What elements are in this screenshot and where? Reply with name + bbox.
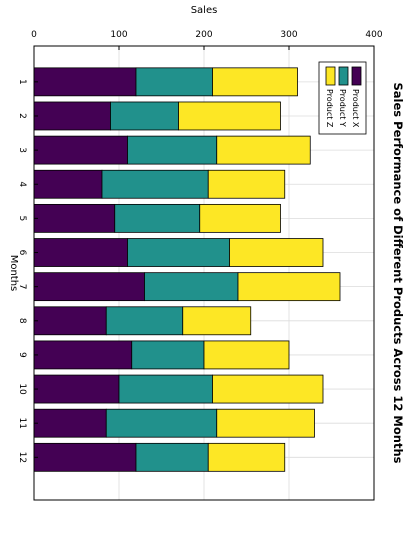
- legend-swatch: [351, 66, 362, 86]
- x-tick-label: 10: [17, 383, 27, 395]
- bar-segment: [199, 203, 281, 233]
- bar-segment: [229, 238, 324, 267]
- bar-segment: [33, 340, 133, 370]
- x-tick-label: 3: [17, 147, 27, 153]
- bar-segment: [127, 238, 230, 267]
- legend-swatch: [338, 66, 349, 86]
- bar-segment: [33, 306, 107, 336]
- bar-segment: [33, 408, 107, 438]
- bar-segment: [135, 67, 213, 97]
- bar-segment: [207, 169, 286, 199]
- bar-segment: [203, 340, 290, 370]
- bar-segment: [33, 169, 103, 199]
- legend-label: Product Z: [325, 89, 334, 128]
- x-tick-label: 2: [17, 113, 27, 119]
- bar-segment: [178, 101, 281, 131]
- bar-segment: [114, 203, 201, 233]
- bar-segment: [110, 101, 179, 131]
- bar-segment: [105, 306, 184, 336]
- bar-segment: [182, 306, 252, 336]
- plot-frame: [33, 45, 375, 501]
- y-tick-label: 400: [365, 30, 382, 40]
- bar-segment: [212, 374, 324, 404]
- bar-segment: [33, 101, 111, 131]
- x-tick-label: 1: [17, 79, 27, 85]
- legend: Product X Product Y Product Z: [318, 61, 367, 135]
- bar-segment: [105, 408, 218, 438]
- bar-segment: [216, 135, 311, 165]
- bar-segment: [33, 272, 145, 302]
- bar-segment: [127, 135, 218, 165]
- chart-title: Sales Performance of Different Products …: [391, 83, 405, 464]
- bars: [33, 67, 341, 472]
- bar-segment: [33, 442, 137, 472]
- bar-segment: [33, 67, 137, 97]
- x-tick-label: 4: [17, 181, 27, 187]
- bar-segment: [135, 442, 209, 472]
- y-axis-label: Sales: [191, 5, 218, 16]
- x-tick-label: 7: [17, 284, 27, 290]
- x-tick-label: 5: [17, 216, 27, 222]
- bar-segment: [33, 238, 128, 267]
- bar-segment: [118, 374, 213, 404]
- x-axis-label: Months: [8, 255, 19, 292]
- legend-label: Product X: [351, 89, 360, 128]
- x-tick-label: 6: [17, 250, 27, 256]
- y-tick-label: 100: [110, 30, 127, 40]
- bar-segment: [33, 374, 120, 404]
- bar-segment: [216, 408, 315, 438]
- bar-segment: [207, 442, 286, 472]
- x-tick-label: 8: [17, 318, 27, 324]
- bar-segment: [33, 203, 116, 233]
- x-tick-label: 11: [17, 417, 27, 428]
- y-tick-label: 0: [31, 30, 37, 40]
- y-tick-label: 200: [195, 30, 212, 40]
- bar-segment: [101, 169, 209, 199]
- bar-segment: [144, 272, 239, 302]
- x-tick-label: 9: [17, 352, 27, 358]
- bar-segment: [237, 272, 341, 302]
- bar-segment: [212, 67, 298, 97]
- bar-segment: [131, 340, 205, 370]
- legend-swatch: [325, 66, 336, 86]
- y-tick-label: 300: [280, 30, 297, 40]
- x-tick-label: 12: [17, 452, 27, 463]
- legend-label: Product Y: [338, 89, 347, 127]
- bar-segment: [33, 135, 128, 165]
